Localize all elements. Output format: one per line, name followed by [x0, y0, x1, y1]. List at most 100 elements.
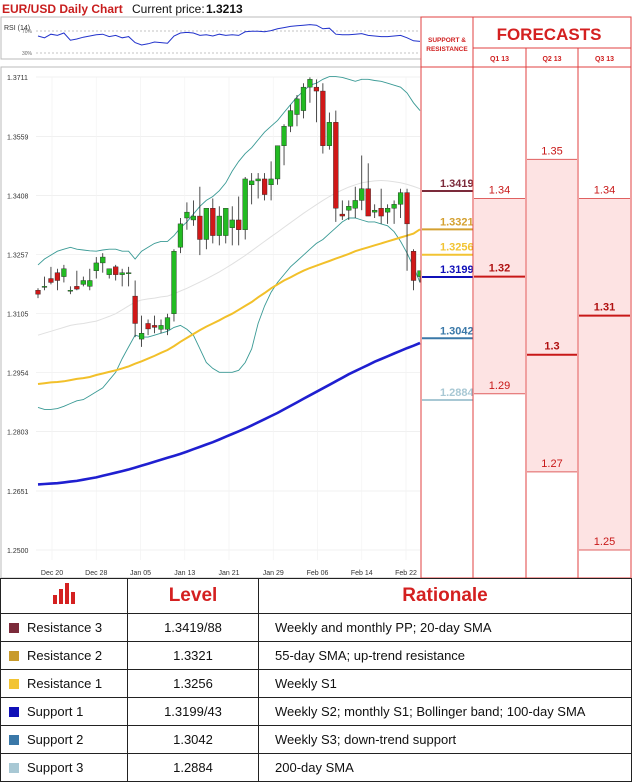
candle-body — [67, 290, 73, 292]
candle-body — [54, 272, 61, 281]
candle-body — [287, 110, 294, 127]
candle-body — [300, 86, 307, 111]
sr-level-label: 1.3042 — [440, 325, 474, 337]
x-tick-label: Jan 05 — [130, 570, 151, 577]
candle-body — [190, 215, 196, 221]
candle-body — [93, 262, 99, 271]
bar-chart-icon — [0, 578, 128, 614]
row-level: 1.3419/88 — [127, 613, 259, 642]
y-tick-label: 1.3559 — [7, 134, 29, 141]
sr-level-label: 1.3199 — [440, 264, 474, 276]
forecast-low-label: 1.27 — [541, 458, 562, 470]
y-tick-label: 1.3105 — [7, 312, 29, 319]
candle-body — [262, 178, 268, 195]
forecast-range-box — [527, 159, 577, 472]
candle-body — [378, 208, 384, 217]
row-rationale: Weekly and monthly PP; 20-day SMA — [258, 613, 632, 642]
forecast-high-label: 1.35 — [541, 145, 562, 157]
forecast-range-box — [579, 198, 630, 550]
bollinger-lower-band — [37, 217, 421, 410]
levels-table-row: Resistance 1 1.3256 Weekly S1 — [0, 669, 632, 698]
row-color-swatch — [9, 623, 19, 633]
x-tick-label: Feb 14 — [351, 570, 373, 577]
candle-body — [294, 98, 300, 115]
chart-title: EUR/USD Daily Chart — [2, 2, 123, 16]
row-color-swatch — [9, 707, 19, 717]
candle-body — [223, 208, 229, 236]
levels-table-row: Resistance 2 1.3321 55-day SMA; up-trend r… — [0, 641, 632, 670]
candle-body — [197, 215, 203, 240]
row-rationale: Weekly S3; down-trend support — [258, 725, 632, 754]
candlesticks — [35, 77, 423, 347]
row-rationale: 200-day SMA — [258, 753, 632, 782]
chart-area: EUR/USD Daily Chart Current price: 1.321… — [0, 2, 632, 579]
candle-body — [404, 192, 410, 225]
y-tick-label: 1.2651 — [7, 489, 29, 496]
levels-table: Level Rationale Resistance 3 1.3419/88 Wee… — [0, 578, 632, 782]
row-color-swatch — [9, 679, 19, 689]
sr-level-label: 1.3256 — [440, 242, 474, 254]
candle-body — [372, 209, 378, 213]
level-column-header: Level — [127, 578, 259, 614]
candle-body — [391, 204, 397, 209]
x-tick-label: Dec 28 — [85, 570, 107, 577]
x-tick-label: Dec 20 — [41, 570, 63, 577]
y-axis-ticks: 1.3711 1.3559 1.3408 1.3257 1.3105 1.2954 1.28… — [7, 75, 29, 555]
row-level: 1.3256 — [127, 669, 259, 698]
candle-body — [242, 178, 248, 230]
candle-body — [113, 266, 119, 275]
levels-table-row: Support 1 1.3199/43 Weekly S2; monthly S1;… — [0, 697, 632, 726]
candle-body — [119, 272, 125, 275]
rsi-panel-frame — [0, 16, 422, 60]
candle-body — [87, 280, 93, 287]
rationale-column-header: Rationale — [258, 578, 632, 614]
levels-table-row: Resistance 3 1.3419/88 Weekly and monthly … — [0, 613, 632, 642]
row-level: 1.3042 — [127, 725, 259, 754]
candle-body — [106, 268, 112, 275]
forecasts-title: FORECASTS — [497, 25, 602, 44]
candle-body — [307, 79, 313, 88]
forecast-low-label: 1.25 — [594, 536, 615, 548]
sr-header-line-1: SUPPORT & — [428, 37, 466, 44]
candle-body — [126, 272, 132, 274]
support-resistance-column — [420, 16, 474, 579]
forecast-mid-label: 1.3 — [544, 341, 559, 353]
candle-body — [313, 86, 320, 92]
price-panel-frame — [0, 66, 422, 579]
forecast-high-label: 1.34 — [489, 184, 510, 196]
candle-body — [268, 178, 274, 186]
candle-body — [35, 290, 41, 295]
candle-body — [281, 126, 287, 146]
candle-body — [326, 122, 332, 146]
bollinger-middle-line — [37, 179, 421, 336]
row-name: Resistance 2 — [0, 641, 128, 670]
levels-table-row: Support 2 1.3042 Weekly S3; down-trend sup… — [0, 725, 632, 754]
row-name: Support 1 — [0, 697, 128, 726]
candle-body — [249, 180, 255, 186]
y-tick-label: 1.3408 — [7, 193, 29, 200]
row-level: 1.3199/43 — [127, 697, 259, 726]
y-tick-label: 1.3711 — [7, 75, 28, 82]
candle-body — [320, 90, 326, 146]
forecast-mid-label: 1.32 — [489, 263, 510, 275]
forecast-low-label: 1.29 — [489, 380, 510, 392]
row-name-label: Support 2 — [27, 732, 84, 747]
candle-body — [80, 280, 86, 285]
row-name: Support 3 — [0, 753, 128, 782]
row-name: Resistance 1 — [0, 669, 128, 698]
levels-table-row: Support 3 1.2884 200-day SMA — [0, 753, 632, 782]
row-rationale: Weekly S1 — [258, 669, 632, 698]
candle-body — [145, 323, 151, 330]
x-tick-label: Jan 29 — [263, 570, 284, 577]
candle-body — [359, 188, 365, 201]
candle-body — [216, 215, 222, 236]
candle-body — [100, 256, 106, 264]
row-name-label: Resistance 1 — [27, 676, 103, 691]
sma55-line — [37, 228, 421, 385]
candle-body — [410, 251, 417, 281]
candle-body — [339, 213, 345, 217]
row-level: 1.2884 — [127, 753, 259, 782]
candle-body — [48, 278, 54, 283]
candle-body — [210, 208, 216, 236]
